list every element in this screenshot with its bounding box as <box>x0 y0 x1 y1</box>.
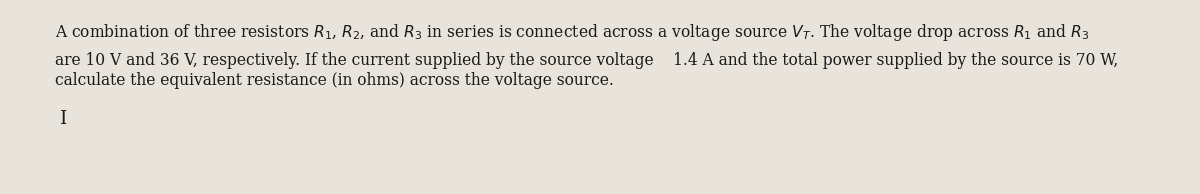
Text: A combination of three resistors $R_1$, $R_2$, and $R_3$ in series is connected : A combination of three resistors $R_1$, … <box>55 22 1090 43</box>
Text: I: I <box>60 110 67 128</box>
Text: are 10 V and 36 V, respectively. If the current supplied by the source voltage  : are 10 V and 36 V, respectively. If the … <box>55 52 1118 69</box>
Text: calculate the equivalent resistance (in ohms) across the voltage source.: calculate the equivalent resistance (in … <box>55 72 614 89</box>
